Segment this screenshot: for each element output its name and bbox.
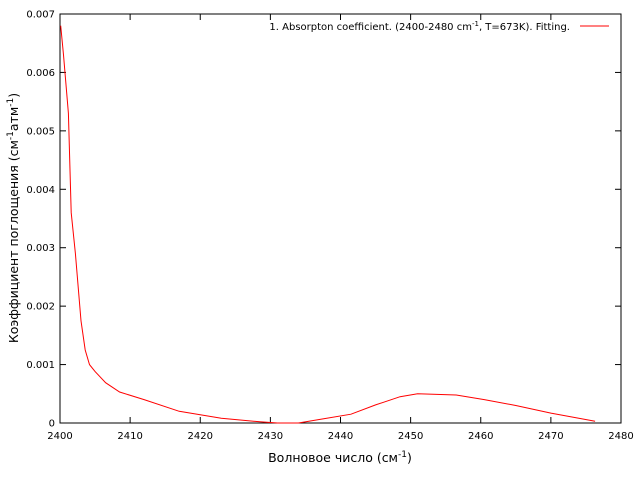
y-tick-label: 0.005 <box>26 126 55 137</box>
x-tick-labels: 2400 2410 2420 2430 2440 2450 2460 2470 2480 <box>47 431 633 442</box>
y-tick-label: 0.006 <box>26 68 55 79</box>
y-axis-title: Коэффициент поглощения (см-1атм-1) <box>6 93 21 343</box>
y-tick-label: 0.007 <box>26 10 55 21</box>
y-axis-title-mid: атм <box>6 107 21 131</box>
y-tick-label: 0 <box>49 419 55 430</box>
x-axis-title-main: Волновое число (см <box>268 450 398 465</box>
y-axis-title-end: ) <box>6 93 21 98</box>
x-tick-label: 2400 <box>47 431 72 442</box>
y-tick-labels: 0 0.001 0.002 0.003 0.004 0.005 0.006 0.007 <box>26 10 55 430</box>
legend-label-part2: , T=673K). Fitting. <box>479 22 570 33</box>
y-tick-label: 0.002 <box>26 302 55 313</box>
plot-frame <box>59 13 622 424</box>
y-axis-title-sup1: -1 <box>6 131 16 140</box>
x-tick-label: 2460 <box>468 431 493 442</box>
x-axis-title-sup: -1 <box>398 450 407 460</box>
y-axis-title-sup2: -1 <box>6 98 16 107</box>
series-line <box>60 25 596 424</box>
x-tick-label: 2420 <box>188 431 213 442</box>
x-tick-label: 2410 <box>117 431 142 442</box>
tick-marks <box>59 13 622 424</box>
y-tick-label: 0.003 <box>26 243 55 254</box>
y-tick-label: 0.004 <box>26 185 55 196</box>
y-tick-label: 0.001 <box>26 360 55 371</box>
x-axis-title: Волновое число (см-1) <box>268 450 412 465</box>
x-tick-label: 2470 <box>538 431 563 442</box>
legend: 1. Absorpton coefficient. (2400-2480 cm-… <box>269 20 609 33</box>
legend-label-sup: -1 <box>472 20 479 28</box>
x-tick-label: 2430 <box>258 431 283 442</box>
y-axis-title-main: Коэффициент поглощения (см <box>6 140 21 343</box>
legend-label: 1. Absorpton coefficient. (2400-2480 cm-… <box>269 20 570 33</box>
x-tick-label: 2440 <box>328 431 353 442</box>
legend-label-part1: 1. Absorpton coefficient. (2400-2480 cm <box>269 22 472 33</box>
x-tick-label: 2450 <box>398 431 423 442</box>
series-group <box>60 25 596 424</box>
x-tick-label: 2480 <box>608 431 633 442</box>
x-axis-title-end: ) <box>407 450 412 465</box>
